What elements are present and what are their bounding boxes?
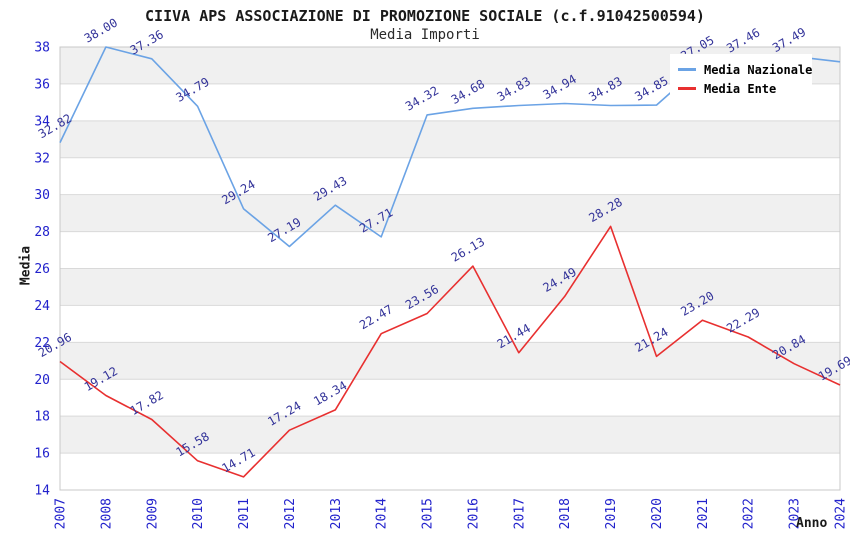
legend-swatch-red-line-icon (678, 87, 696, 90)
chart-title: CIIVA APS ASSOCIAZIONE DI PROMOZIONE SOC… (145, 7, 705, 25)
x-tick-label: 2016 (466, 498, 481, 529)
y-tick-label: 24 (34, 299, 50, 314)
x-tick-label: 2023 (788, 498, 803, 529)
x-tick-label: 2012 (283, 498, 298, 529)
plot-border (59, 46, 841, 491)
x-tick-label: 2007 (54, 498, 69, 529)
y-tick-label: 36 (34, 77, 50, 92)
y-tick-label: 16 (34, 447, 50, 462)
point-label: 38.00 (82, 15, 120, 45)
x-tick-label: 2020 (650, 498, 665, 529)
x-tick-label: 2008 (99, 498, 114, 529)
y-tick-label: 20 (34, 373, 50, 388)
x-tick-label: 2018 (558, 498, 573, 529)
x-tick-label: 2024 (834, 498, 849, 529)
y-tick-label: 34 (34, 114, 50, 129)
legend-label: Media Ente (704, 81, 777, 96)
x-tick-label: 2021 (696, 498, 711, 529)
plot-band (60, 305, 840, 343)
plot-band (60, 342, 840, 380)
x-tick-label: 2014 (375, 498, 390, 529)
plot-band (60, 453, 840, 490)
x-tick-label: 2010 (191, 498, 206, 529)
x-tick-label: 2017 (512, 498, 527, 529)
series-line (59, 225, 841, 478)
plot-band (60, 120, 840, 158)
x-tick-label: 2019 (604, 498, 619, 529)
y-tick-label: 30 (34, 188, 50, 203)
plot-band (60, 194, 840, 232)
y-tick-label: 32 (34, 151, 50, 166)
x-tick-label: 2011 (237, 498, 252, 529)
plot-band (60, 157, 840, 195)
plot-band (60, 268, 840, 306)
legend-label: Media Nazionale (704, 62, 813, 77)
y-tick-label: 38 (34, 41, 50, 56)
y-tick-label: 22 (34, 336, 50, 351)
y-tick-label: 18 (34, 410, 50, 425)
y-tick-label: 28 (34, 225, 50, 240)
x-tick-label: 2015 (421, 498, 436, 529)
x-axis-label: Anno (796, 516, 828, 531)
x-tick-label: 2022 (742, 498, 757, 529)
y-axis-label: Media (18, 245, 34, 286)
legend-swatch-blue-line-icon (678, 68, 696, 71)
plot-band (60, 231, 840, 269)
legend-item-media-nazionale: Media Nazionale (678, 60, 812, 79)
y-tick-label: 14 (34, 484, 50, 499)
plot-band (60, 379, 840, 417)
y-tick-label: 26 (34, 262, 50, 277)
x-tick-label: 2009 (145, 498, 160, 529)
legend: Media Nazionale Media Ente (670, 54, 812, 104)
legend-item-media-ente: Media Ente (678, 79, 804, 98)
plot-band (60, 416, 840, 454)
x-tick-label: 2013 (329, 498, 344, 529)
chart-subtitle: Media Importi (370, 27, 480, 43)
